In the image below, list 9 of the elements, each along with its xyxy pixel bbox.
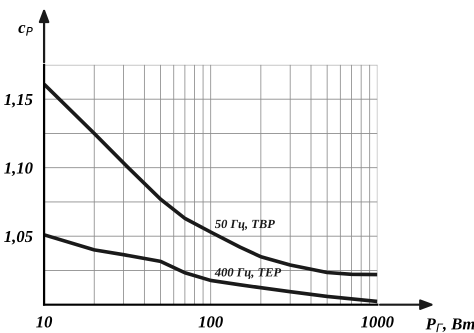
x-tick-label: 100 <box>198 316 223 328</box>
x-tick-label: 1000 <box>361 316 394 328</box>
series-label: 50 Гц, ТВР <box>215 220 275 231</box>
y-tick-label: 1,05 <box>4 230 33 245</box>
series-label: 400 Гц, ТЕР <box>214 268 282 279</box>
x-tick-label: 10 <box>36 316 52 328</box>
y-tick-label: 1,15 <box>4 94 33 108</box>
y-axis-title: c$_{P}$ <box>18 24 33 36</box>
y-tick-label: 1,10 <box>4 162 33 176</box>
